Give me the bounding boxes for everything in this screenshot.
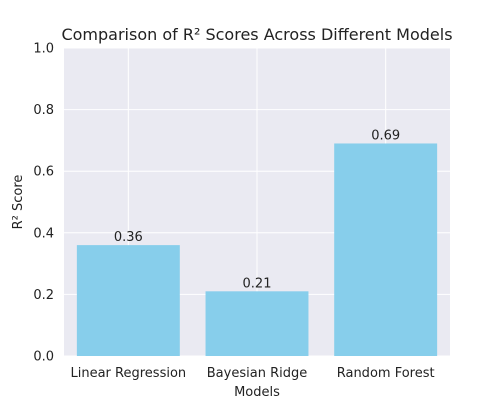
y-tick-label: 0.0 xyxy=(33,350,54,365)
bars xyxy=(76,143,438,356)
y-tick-label: 0.2 xyxy=(33,288,54,303)
bar-linear-regression xyxy=(76,245,180,356)
y-tick-label: 1.0 xyxy=(33,42,54,57)
y-tick-label: 0.8 xyxy=(33,103,54,118)
y-tick-label: 0.4 xyxy=(33,226,54,241)
x-axis-ticks: Linear Regression Bayesian Ridge Random Fo… xyxy=(71,366,435,381)
y-axis-ticks: 0.0 0.2 0.4 0.6 0.8 1.0 xyxy=(33,42,54,365)
data-label: 0.21 xyxy=(243,276,272,291)
data-label: 0.69 xyxy=(371,128,400,143)
y-tick-label: 0.6 xyxy=(33,165,54,180)
x-axis-label: Models xyxy=(234,385,280,400)
x-tick-label: Linear Regression xyxy=(71,366,187,381)
chart-title: Comparison of R² Scores Across Different… xyxy=(61,25,452,44)
data-label: 0.36 xyxy=(114,230,143,245)
data-labels: 0.36 0.21 0.69 xyxy=(114,128,400,291)
x-tick-label: Bayesian Ridge xyxy=(207,366,307,381)
bar-bayesian-ridge xyxy=(205,291,309,356)
x-tick-label: Random Forest xyxy=(337,366,435,381)
y-axis-label: R² Score xyxy=(11,175,26,230)
bar-random-forest xyxy=(334,143,438,356)
